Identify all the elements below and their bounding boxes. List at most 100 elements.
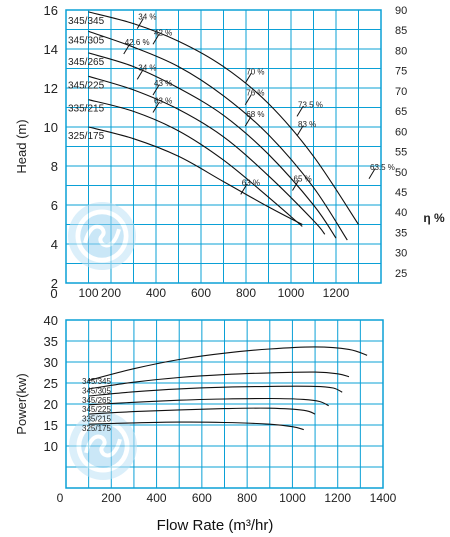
y-tick-label: 15 bbox=[44, 418, 58, 433]
y2-tick-label: 85 bbox=[395, 25, 407, 37]
power-curve-345-305 bbox=[88, 371, 350, 390]
y-tick-label: 8 bbox=[51, 159, 58, 174]
head-curve-345-265 bbox=[88, 52, 337, 239]
efficiency-label: 73.5 % bbox=[298, 100, 323, 109]
y-tick-label: 10 bbox=[44, 120, 58, 135]
efficiency-label: 63.5 % bbox=[370, 163, 395, 172]
efficiency-label: 42 % bbox=[154, 28, 172, 37]
power-curve-345-225 bbox=[88, 397, 329, 407]
x-tick-label: 0 bbox=[50, 286, 57, 301]
efficiency-marker bbox=[136, 18, 144, 29]
watermark-logo bbox=[68, 202, 136, 270]
y2-tick-label: 30 bbox=[395, 248, 407, 260]
x-tick-label: 600 bbox=[192, 491, 212, 505]
y2-tick-label: 90 bbox=[395, 5, 407, 17]
y-tick-label: 25 bbox=[44, 376, 58, 391]
efficiency-label: 43 % bbox=[154, 79, 172, 88]
efficiency-label: 63 % bbox=[154, 97, 172, 106]
y-tick-label: 40 bbox=[44, 313, 58, 328]
head-curve-335-215 bbox=[88, 99, 303, 227]
x-tick-label: 400 bbox=[146, 286, 166, 300]
y-tick-label: 10 bbox=[44, 439, 58, 454]
y2-axis-label: η % bbox=[423, 211, 445, 225]
logo-swirl bbox=[84, 434, 122, 458]
efficiency-marker bbox=[244, 72, 252, 84]
y2-tick-label: 45 bbox=[395, 187, 407, 199]
series-label: 345/305 bbox=[68, 35, 105, 46]
efficiency-marker bbox=[152, 33, 160, 45]
y-tick-label: 2 bbox=[51, 276, 58, 291]
efficiency-label: 42.6 % bbox=[125, 38, 150, 47]
efficiency-label: 70 % bbox=[246, 67, 264, 76]
x-axis-label: Flow Rate (m³/hr) bbox=[157, 517, 274, 534]
plot-frame bbox=[65, 9, 382, 284]
power-curve-345-345 bbox=[88, 346, 368, 382]
head-curve-345-225 bbox=[88, 75, 326, 235]
efficiency-marker bbox=[244, 115, 252, 127]
power-curve-345-265 bbox=[88, 385, 343, 397]
series-label: 325/175 bbox=[68, 131, 105, 142]
y-tick-label: 20 bbox=[44, 397, 58, 412]
series-label: 345/345 bbox=[82, 377, 111, 386]
y2-tick-label: 25 bbox=[395, 268, 407, 280]
efficiency-marker bbox=[296, 125, 304, 137]
y-axis-label: Power(kw) bbox=[14, 373, 29, 434]
x-tick-label: 1200 bbox=[323, 286, 350, 300]
efficiency-marker bbox=[152, 84, 160, 96]
power-curve-325-175 bbox=[88, 421, 304, 431]
y-tick-label: 14 bbox=[44, 42, 58, 57]
y2-tick-label: 80 bbox=[395, 45, 407, 57]
efficiency-marker bbox=[244, 94, 252, 105]
x-tick-label: 1200 bbox=[324, 491, 351, 505]
efficiency-label: 76 % bbox=[246, 89, 264, 98]
series-label: 335/215 bbox=[68, 104, 105, 115]
head-curve-345-345 bbox=[88, 11, 359, 225]
y2-tick-label: 40 bbox=[395, 207, 407, 219]
efficiency-label: 34 % bbox=[138, 13, 156, 22]
head-efficiency-chart: 2 4 6 8 10 12 14 16 25 30 35 40 45 50 55 60 65 70 75 80 85 90… bbox=[14, 3, 445, 301]
y2-tick-label: 55 bbox=[395, 147, 407, 159]
x-tick-label: 1000 bbox=[279, 491, 306, 505]
y2-tick-label: 75 bbox=[395, 66, 407, 78]
efficiency-marker bbox=[240, 184, 248, 195]
efficiency-marker bbox=[123, 43, 131, 55]
x-tick-label: 1400 bbox=[370, 491, 397, 505]
y2-tick-label: 50 bbox=[395, 167, 407, 179]
efficiency-marker bbox=[152, 102, 160, 113]
head-curve-325-175 bbox=[88, 126, 303, 225]
efficiency-marker bbox=[296, 106, 304, 117]
x-tick-label: 1000 bbox=[278, 286, 305, 300]
logo-swirl bbox=[83, 224, 121, 248]
efficiency-marker bbox=[292, 180, 299, 191]
x-tick-label: 800 bbox=[236, 286, 256, 300]
y-tick-label: 30 bbox=[44, 355, 58, 370]
efficiency-label: 68 % bbox=[246, 110, 264, 119]
efficiency-marker bbox=[136, 69, 144, 80]
series-label: 345/225 bbox=[82, 405, 111, 414]
head-curve-345-305 bbox=[88, 30, 348, 241]
y2-tick-label: 60 bbox=[395, 126, 407, 138]
series-label: 345/345 bbox=[68, 16, 105, 27]
y-tick-label: 35 bbox=[44, 334, 58, 349]
series-label: 345/265 bbox=[68, 57, 105, 68]
series-label: 345/225 bbox=[68, 80, 105, 91]
x-tick-label: 800 bbox=[237, 491, 257, 505]
y-tick-label: 16 bbox=[44, 3, 58, 18]
efficiency-label: 83 % bbox=[298, 120, 316, 129]
y2-tick-label: 70 bbox=[395, 86, 407, 98]
y-axis-label: Head (m) bbox=[14, 119, 29, 173]
efficiency-label: 65 % bbox=[294, 175, 312, 184]
y-tick-label: 6 bbox=[51, 198, 58, 213]
y2-tick-label: 35 bbox=[395, 227, 407, 239]
y2-tick-label: 65 bbox=[395, 106, 407, 118]
x-tick-label: 100 bbox=[78, 286, 98, 300]
x-tick-label: 200 bbox=[101, 491, 121, 505]
y-tick-label: 12 bbox=[44, 81, 58, 96]
series-label: 345/265 bbox=[82, 396, 111, 405]
x-tick-label: 600 bbox=[191, 286, 211, 300]
efficiency-label: 63 % bbox=[242, 178, 260, 187]
x-tick-label: 0 bbox=[57, 491, 64, 505]
watermark-logo bbox=[69, 412, 137, 480]
